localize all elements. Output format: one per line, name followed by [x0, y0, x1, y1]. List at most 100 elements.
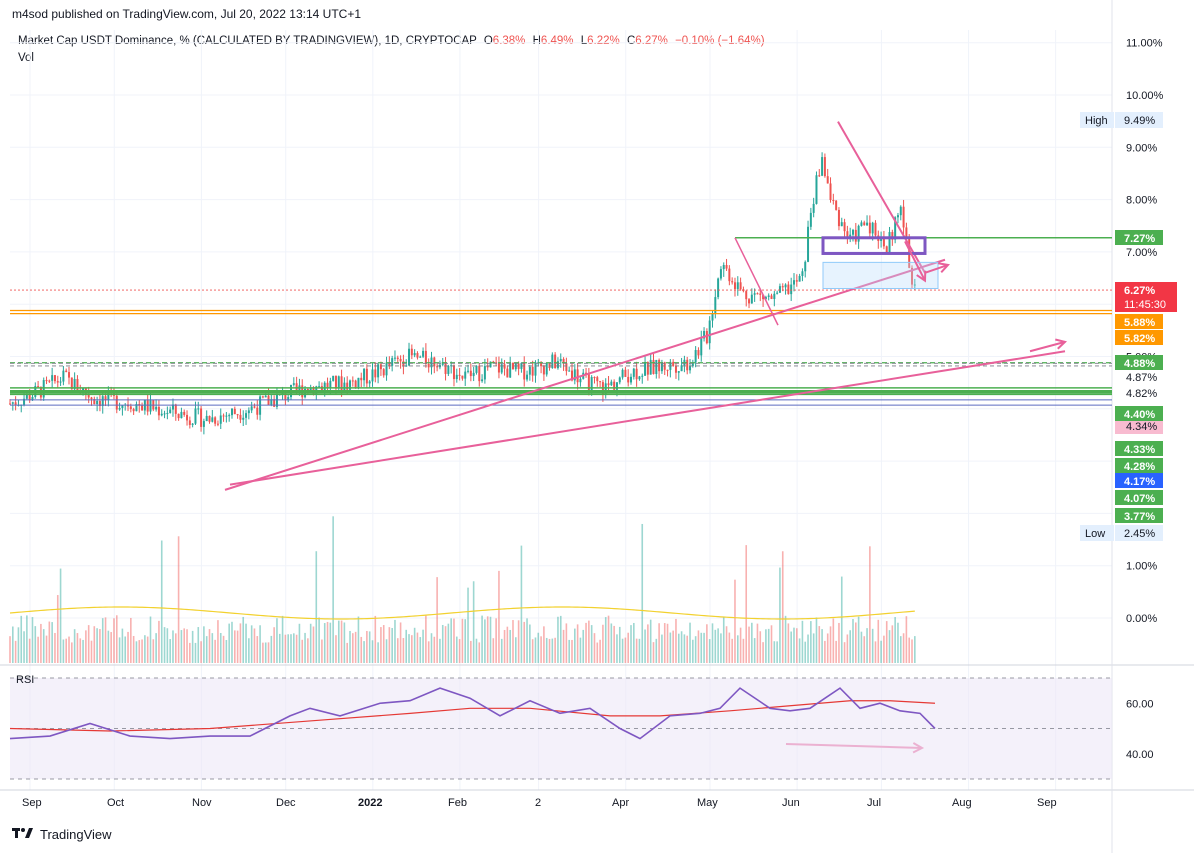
trendline-long — [229, 350, 1066, 486]
candle-body — [197, 408, 200, 410]
volume-bar — [784, 615, 787, 663]
candle-body — [93, 399, 96, 405]
arrow-down — [904, 240, 926, 282]
candle-body — [107, 391, 110, 400]
candle-body — [250, 406, 253, 411]
candle-body — [472, 372, 475, 377]
time-axis[interactable]: Sep Oct Nov Dec 2022 Feb 2 Apr May Jun Jul Aug Sep — [22, 797, 1057, 809]
volume-bar — [160, 540, 163, 663]
candle-body — [874, 222, 877, 236]
volume-bar — [871, 628, 874, 663]
candle-body — [846, 231, 849, 237]
candle-body — [90, 397, 93, 400]
volume-bar — [672, 630, 674, 663]
candle-body — [843, 222, 846, 232]
volume-bar — [644, 629, 646, 663]
volume-bar — [113, 618, 115, 663]
candle-body — [236, 414, 239, 416]
volume-bar — [666, 623, 669, 663]
volume-bar — [127, 631, 129, 663]
volume-bar — [458, 639, 461, 663]
candle-body — [868, 222, 871, 234]
candle-body — [792, 280, 795, 285]
candle-body — [104, 396, 107, 400]
volume-bar — [905, 616, 908, 663]
candle-body — [607, 383, 610, 386]
volume-bar — [472, 581, 475, 663]
candle-body — [155, 406, 158, 410]
volume-bar — [267, 642, 270, 663]
volume-bar — [470, 640, 472, 663]
candle-body — [565, 363, 568, 372]
volume-bar — [366, 630, 368, 663]
candle-body — [818, 175, 821, 177]
candle-body — [382, 369, 385, 376]
candle-body — [444, 362, 447, 374]
candle-body — [56, 381, 59, 383]
level-badge-text: 4.33% — [1124, 444, 1155, 456]
volume-bar — [551, 638, 554, 663]
volume-bar — [149, 616, 152, 663]
volume-bar — [191, 630, 194, 663]
candle-body — [287, 397, 290, 401]
candle-body — [652, 359, 655, 375]
volume-bar — [531, 639, 534, 663]
volume-bar — [742, 638, 745, 663]
candle-body — [896, 215, 899, 218]
candle-body — [230, 408, 233, 416]
candle-body — [475, 365, 478, 373]
volume-bar — [211, 633, 214, 663]
volume-bar — [852, 619, 854, 663]
candle-body — [45, 380, 48, 382]
volume-bar — [276, 618, 278, 663]
volume-bar — [596, 642, 599, 663]
candle-body — [441, 362, 444, 365]
candle-body — [42, 380, 45, 398]
volume-bar — [638, 638, 641, 663]
volume-bar — [422, 629, 424, 663]
level-badge — [1115, 230, 1163, 245]
level-badge-text: 4.40% — [1124, 409, 1155, 421]
volume-bar — [40, 623, 42, 663]
volume-bar — [124, 636, 127, 663]
candle-body — [410, 348, 413, 356]
volume-bar — [821, 629, 823, 663]
volume-bar — [832, 618, 835, 663]
candle-body — [798, 275, 801, 282]
volume-bar — [888, 630, 891, 663]
candle-body — [590, 377, 593, 393]
volume-bar — [647, 624, 649, 663]
candle-body — [408, 348, 411, 366]
candle-body — [87, 394, 90, 398]
volume-bar — [413, 627, 416, 663]
candle-body — [677, 371, 680, 373]
tradingview-logo[interactable]: TradingView — [12, 827, 112, 842]
candle-body — [666, 369, 669, 371]
volume-bar — [857, 616, 860, 663]
volume-bar — [478, 642, 481, 663]
candle-body — [416, 353, 419, 358]
price-axis[interactable]: 60.0040.0011.00%10.00%9.00%8.00%7.00%5.0… — [1080, 38, 1177, 761]
candle-body — [500, 364, 503, 373]
volume-bar — [399, 622, 402, 663]
candle-body — [174, 404, 177, 414]
volume-bar — [604, 617, 607, 663]
arrow-trend-end-head — [1055, 338, 1068, 350]
candle-body — [388, 362, 391, 366]
volume-bar — [23, 631, 25, 663]
candle-body — [905, 227, 908, 238]
volume-bar — [461, 618, 464, 663]
candle-body — [346, 382, 349, 390]
candle-body — [483, 366, 486, 380]
candle-body — [753, 293, 756, 295]
volume-bar — [174, 633, 177, 663]
candle-body — [253, 406, 256, 408]
candle-body — [815, 175, 818, 204]
volume-bar — [537, 632, 540, 663]
candle-body — [767, 295, 770, 297]
candle-body — [686, 359, 689, 371]
volume-bar — [874, 641, 877, 663]
candle-body — [70, 377, 73, 390]
volume-bar — [776, 641, 778, 663]
